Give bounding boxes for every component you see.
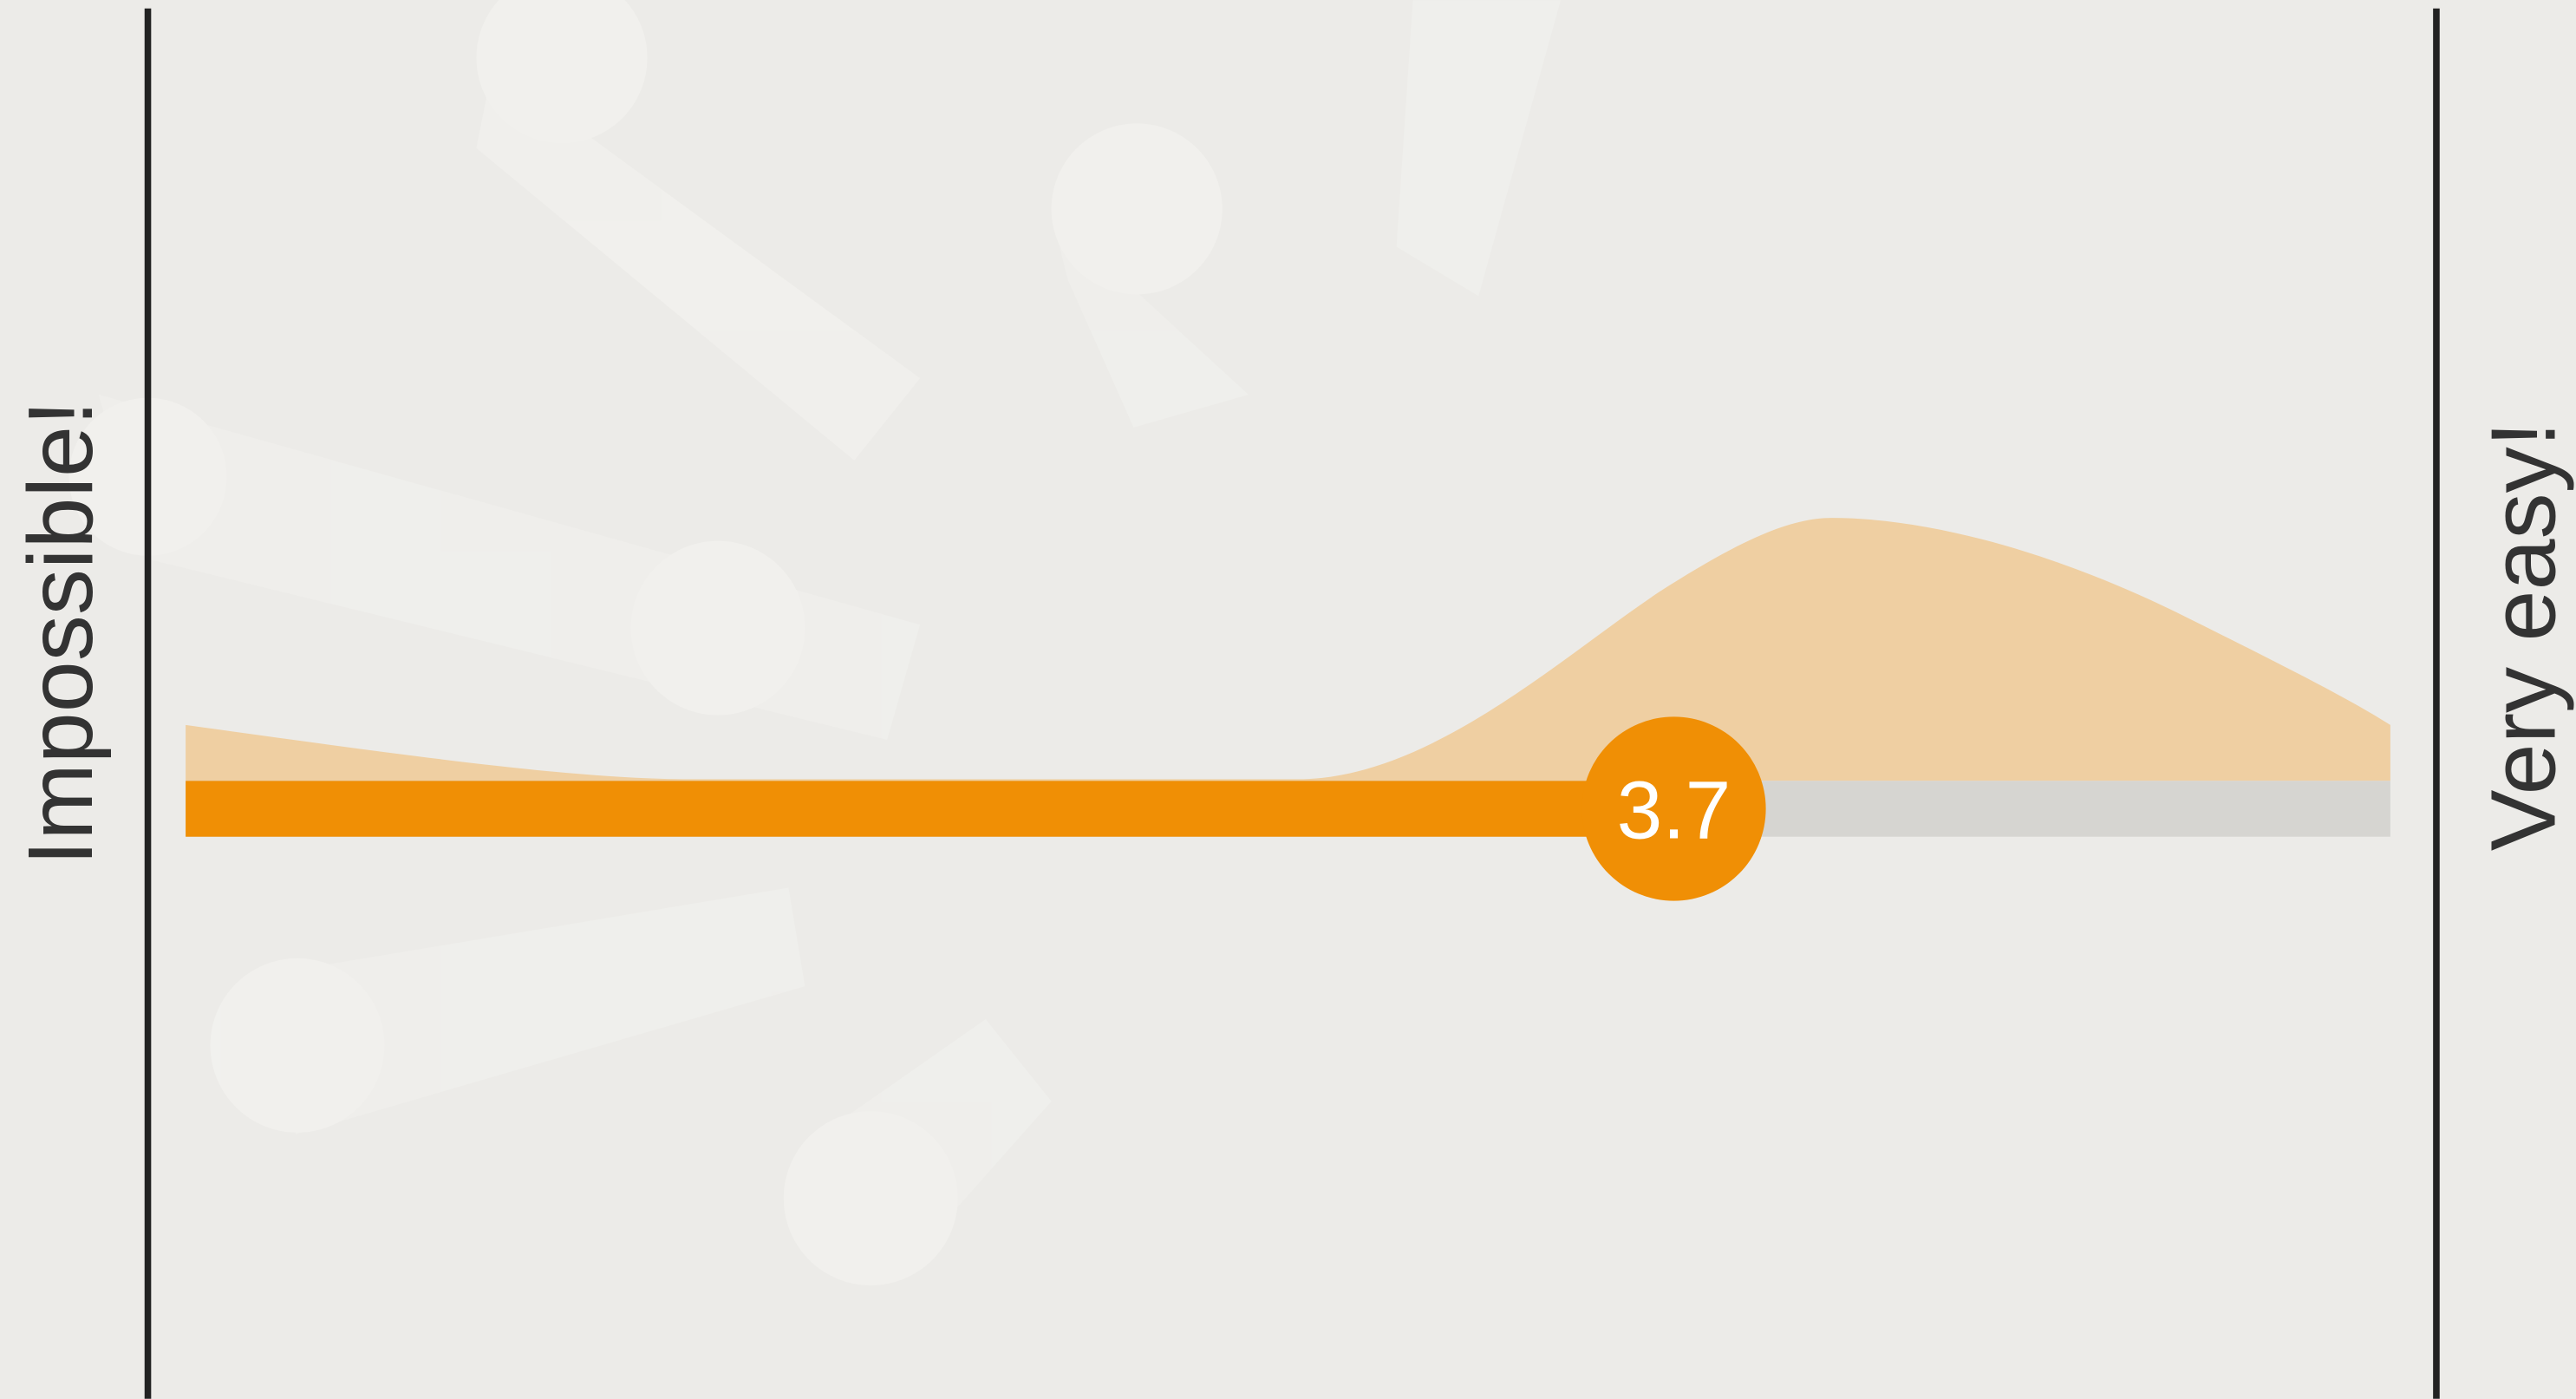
decoration: [68, 0, 1562, 1285]
max-label: Very easy!: [2472, 422, 2574, 851]
slider-thumb[interactable]: [1581, 716, 1766, 901]
slider-value: 3.7: [1617, 765, 1731, 857]
slider-fill: [186, 781, 1674, 837]
response-distribution: [186, 518, 2390, 781]
min-label: Impossible!: [10, 400, 112, 866]
